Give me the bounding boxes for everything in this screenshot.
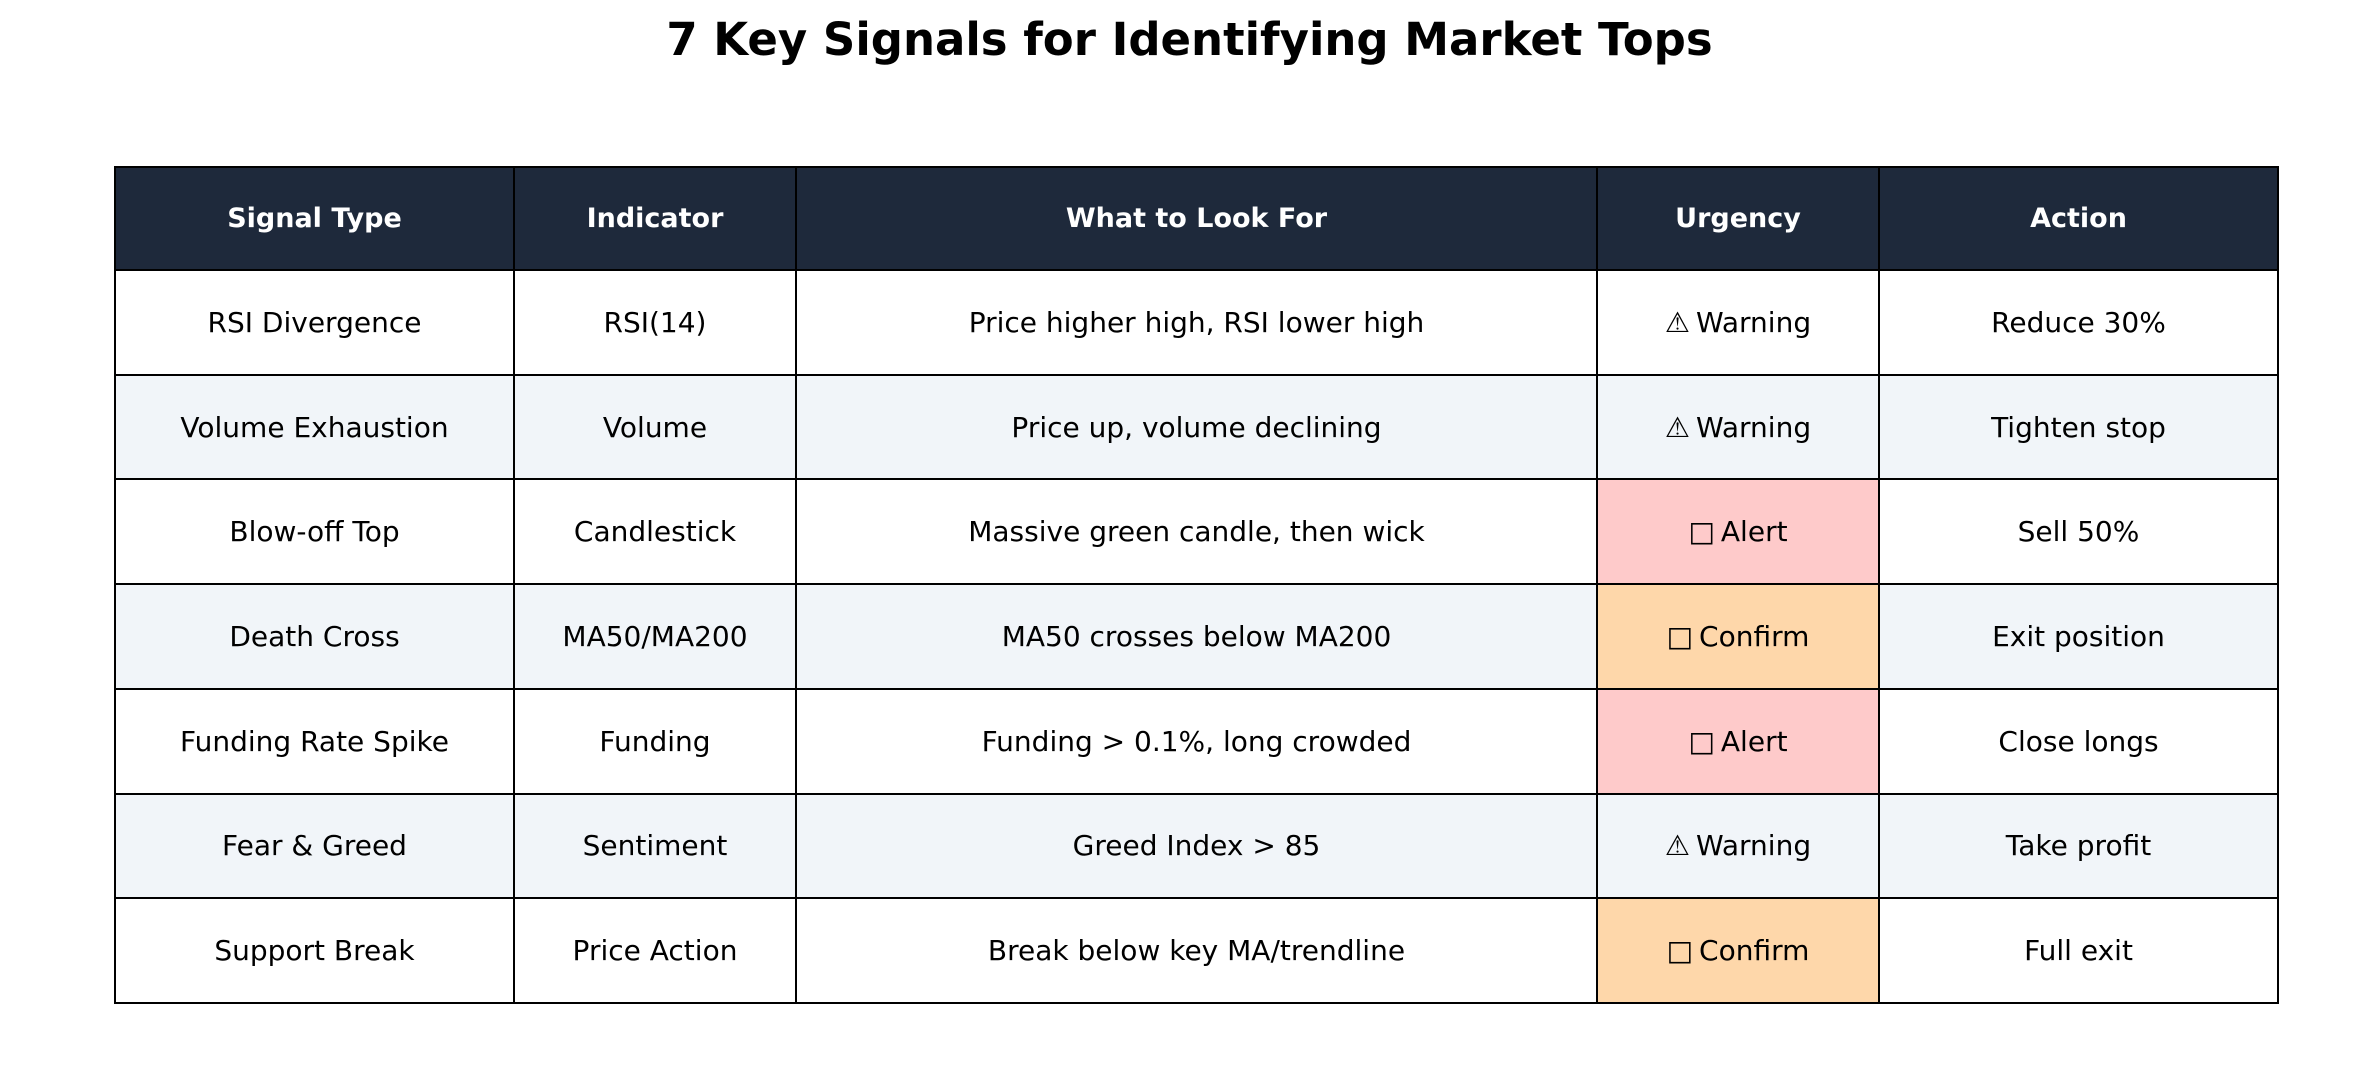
- table-body: RSI Divergence RSI(14) Price higher high, …: [114, 269, 2279, 1004]
- cell-action: Exit position: [1878, 583, 2279, 690]
- cell-action: Close longs: [1878, 687, 2279, 795]
- cell-signal-type: Fear & Greed: [114, 792, 515, 900]
- warning-icon: ⚠: [1664, 305, 1690, 339]
- warning-icon: ⚠: [1664, 410, 1690, 444]
- urgency-label: Warning: [1695, 305, 1812, 339]
- cell-urgency: □ Confirm: [1596, 583, 1880, 690]
- column-header-what-to-look-for: What to Look For: [795, 166, 1598, 271]
- column-header-indicator: Indicator: [513, 166, 797, 271]
- cell-action: Reduce 30%: [1878, 269, 2279, 376]
- urgency-label: Warning: [1695, 410, 1812, 444]
- table-row: Funding Rate Spike Funding Funding > 0.1%,…: [114, 687, 2279, 795]
- cell-signal-type: Death Cross: [114, 583, 515, 690]
- missing-glyph-icon: □: [1666, 934, 1694, 968]
- cell-indicator: Volume: [513, 373, 797, 481]
- cell-what-to-look-for: Greed Index > 85: [795, 792, 1598, 900]
- signals-table: Signal Type Indicator What to Look For U…: [114, 166, 2279, 1004]
- table-row: Blow-off Top Candlestick Massive green can…: [114, 478, 2279, 586]
- cell-what-to-look-for: Funding > 0.1%, long crowded: [795, 687, 1598, 795]
- cell-indicator: Sentiment: [513, 792, 797, 900]
- table-row: RSI Divergence RSI(14) Price higher high, …: [114, 269, 2279, 376]
- column-header-urgency: Urgency: [1596, 166, 1880, 271]
- cell-action: Full exit: [1878, 897, 2279, 1004]
- column-header-signal-type: Signal Type: [114, 166, 515, 271]
- cell-signal-type: Support Break: [114, 897, 515, 1004]
- cell-what-to-look-for: Price higher high, RSI lower high: [795, 269, 1598, 376]
- cell-action: Take profit: [1878, 792, 2279, 900]
- cell-indicator: RSI(14): [513, 269, 797, 376]
- cell-indicator: Price Action: [513, 897, 797, 1004]
- cell-urgency: □ Alert: [1596, 687, 1880, 795]
- warning-icon: ⚠: [1664, 829, 1690, 863]
- cell-indicator: MA50/MA200: [513, 583, 797, 690]
- cell-what-to-look-for: Massive green candle, then wick: [795, 478, 1598, 586]
- table-row: Volume Exhaustion Volume Price up, volume …: [114, 373, 2279, 481]
- cell-what-to-look-for: MA50 crosses below MA200: [795, 583, 1598, 690]
- cell-action: Sell 50%: [1878, 478, 2279, 586]
- table-header-row: Signal Type Indicator What to Look For U…: [114, 166, 2279, 271]
- cell-signal-type: Volume Exhaustion: [114, 373, 515, 481]
- cell-signal-type: Blow-off Top: [114, 478, 515, 586]
- cell-urgency: ⚠ Warning: [1596, 373, 1880, 481]
- cell-indicator: Candlestick: [513, 478, 797, 586]
- missing-glyph-icon: □: [1688, 515, 1715, 549]
- missing-glyph-icon: □: [1688, 724, 1715, 758]
- cell-urgency: □ Confirm: [1596, 897, 1880, 1004]
- urgency-label: Warning: [1695, 829, 1812, 863]
- cell-action: Tighten stop: [1878, 373, 2279, 481]
- table-row: Fear & Greed Sentiment Greed Index > 85 ⚠ Wa…: [114, 792, 2279, 900]
- cell-indicator: Funding: [513, 687, 797, 795]
- urgency-label: Alert: [1720, 515, 1788, 549]
- urgency-label: Alert: [1720, 724, 1788, 758]
- chart-title: 7 Key Signals for Identifying Market Top…: [666, 13, 1713, 66]
- cell-what-to-look-for: Break below key MA/trendline: [795, 897, 1598, 1004]
- cell-signal-type: Funding Rate Spike: [114, 687, 515, 795]
- urgency-label: Confirm: [1699, 934, 1810, 968]
- urgency-label: Confirm: [1699, 619, 1810, 653]
- cell-urgency: ⚠ Warning: [1596, 792, 1880, 900]
- cell-urgency: □ Alert: [1596, 478, 1880, 586]
- table-row: Death Cross MA50/MA200 MA50 crosses below …: [114, 583, 2279, 690]
- column-header-action: Action: [1878, 166, 2279, 271]
- missing-glyph-icon: □: [1666, 619, 1694, 653]
- cell-urgency: ⚠ Warning: [1596, 269, 1880, 376]
- table-row: Support Break Price Action Break below key…: [114, 897, 2279, 1004]
- cell-what-to-look-for: Price up, volume declining: [795, 373, 1598, 481]
- cell-signal-type: RSI Divergence: [114, 269, 515, 376]
